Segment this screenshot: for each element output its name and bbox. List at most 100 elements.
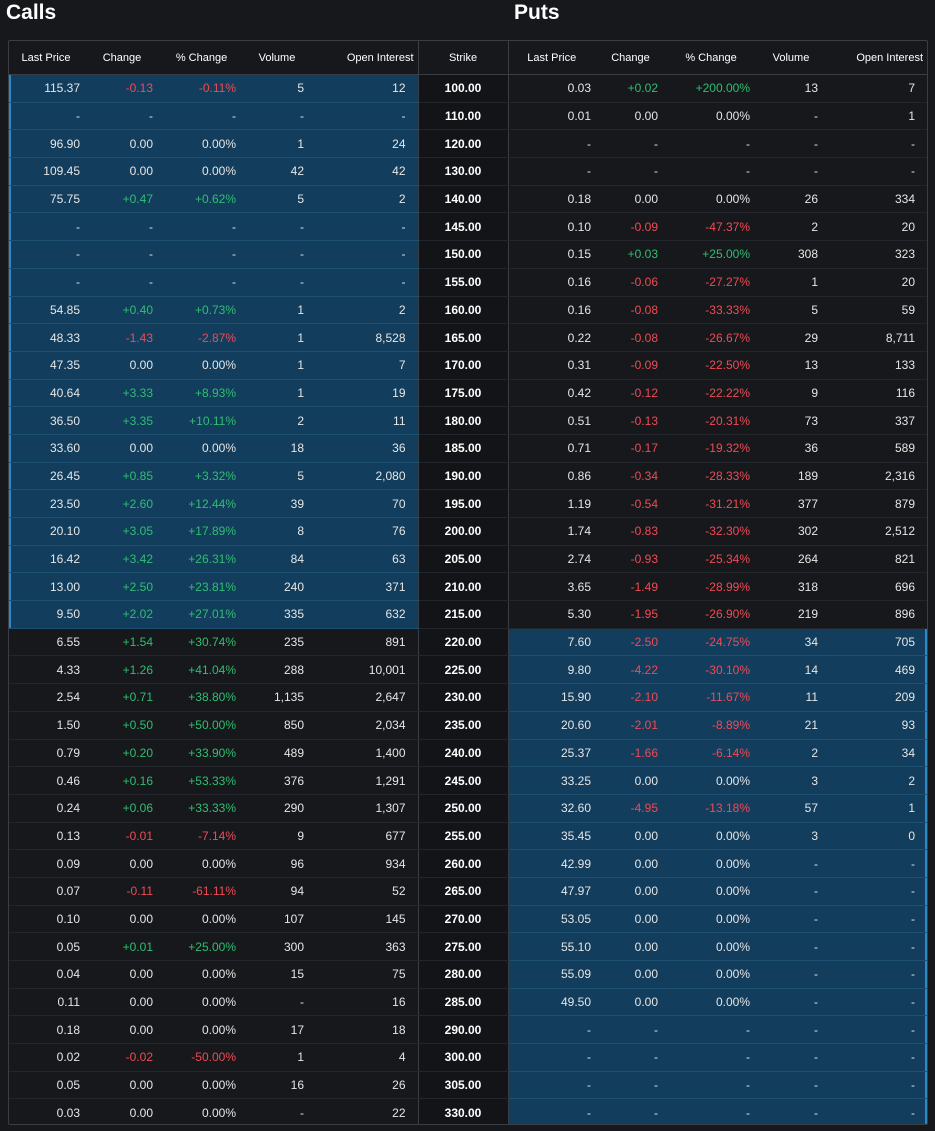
put-last-price[interactable]: - [508,1015,603,1045]
call-change[interactable]: +2.60 [91,489,161,518]
put-open-interest[interactable]: 589 [826,434,927,463]
call-volume[interactable]: 240 [250,572,312,602]
put-open-interest[interactable]: - [826,1015,927,1045]
put-change[interactable]: -1.49 [603,572,666,602]
call-last-price[interactable]: 26.45 [9,462,91,491]
chain-row[interactable]: - - - - -110.00 0.01 0.00 0.00% -1 [9,102,927,131]
strike-price[interactable]: 300.00 [417,1043,509,1072]
put-last-price[interactable]: 0.18 [508,185,603,214]
call-open-interest[interactable]: 16 [312,988,418,1017]
call-last-price[interactable]: 0.46 [9,766,91,795]
call-open-interest[interactable]: 2,647 [312,683,418,712]
call-open-interest[interactable]: 2,034 [312,711,418,740]
chain-row[interactable]: - - - - -150.00 0.15 +0.03 +25.00% 308 323 [9,240,927,269]
call-pct-change[interactable]: - [161,212,250,242]
put-open-interest[interactable]: 879 [826,489,927,518]
strike-price[interactable]: 150.00 [417,240,509,269]
put-change[interactable]: - [603,1043,666,1072]
chain-row[interactable]: 1.50 +0.50 +50.00% 850 2,034 235.00 20.60 -2.01… [9,711,927,740]
put-volume[interactable]: 318 [764,572,826,602]
call-pct-change[interactable]: +50.00% [161,711,250,740]
chain-row[interactable]: 109.45 0.00 0.00% 42 42 130.00- - - - - [9,157,927,186]
put-open-interest[interactable]: 2,316 [826,462,927,491]
call-open-interest[interactable]: 63 [312,545,418,574]
put-change[interactable]: 0.00 [603,960,666,989]
put-open-interest[interactable]: - [826,849,927,878]
call-change[interactable]: - [91,102,161,131]
call-pct-change[interactable]: -0.11% [161,74,250,103]
call-open-interest[interactable]: 19 [312,379,418,408]
put-pct-change[interactable]: -31.21% [666,489,764,518]
call-volume[interactable]: 42 [250,157,312,186]
put-last-price[interactable]: 0.03 [508,74,603,103]
call-volume[interactable]: 376 [250,766,312,795]
put-last-price[interactable]: 32.60 [508,794,603,823]
strike-price[interactable]: 185.00 [417,434,509,463]
put-open-interest[interactable]: - [826,988,927,1017]
call-pct-change[interactable]: +25.00% [161,932,250,961]
strike-price[interactable]: 240.00 [417,739,509,768]
call-volume[interactable]: 5 [250,185,312,214]
put-change[interactable]: 0.00 [603,877,666,906]
call-open-interest[interactable]: 677 [312,822,418,851]
call-last-price[interactable]: 0.79 [9,739,91,768]
call-volume[interactable]: 94 [250,877,312,906]
put-pct-change[interactable]: -13.18% [666,794,764,823]
call-open-interest[interactable]: - [312,102,418,131]
call-pct-change[interactable]: -2.87% [161,323,250,352]
call-pct-change[interactable]: -7.14% [161,822,250,851]
strike-price[interactable]: 110.00 [417,102,509,131]
put-pct-change[interactable]: 0.00% [666,822,764,851]
call-change[interactable]: - [91,240,161,269]
put-pct-change[interactable]: - [666,157,764,186]
put-last-price[interactable]: 1.19 [508,489,603,518]
call-open-interest[interactable]: 363 [312,932,418,961]
strike-price[interactable]: 180.00 [417,406,509,435]
put-change[interactable]: -1.66 [603,739,666,768]
strike-price[interactable]: 235.00 [417,711,509,740]
chain-row[interactable]: 26.45 +0.85 +3.32% 5 2,080 190.00 0.86 -0.34 -28… [9,462,927,491]
call-volume[interactable]: 39 [250,489,312,518]
call-last-price[interactable]: 115.37 [9,74,91,103]
put-volume[interactable]: 9 [764,379,826,408]
chain-row[interactable]: 13.00 +2.50 +23.81% 240 371 210.00 3.65 -1.49 -2… [9,572,927,602]
call-pct-change[interactable]: +30.74% [161,628,250,657]
call-volume[interactable]: 9 [250,822,312,851]
call-last-price[interactable]: 0.02 [9,1043,91,1072]
strike-price[interactable]: 170.00 [417,351,509,380]
put-open-interest[interactable]: 1 [826,102,927,131]
chain-row[interactable]: 75.75 +0.47 +0.62% 5 2 140.00 0.18 0.00 0.00% 26 3… [9,185,927,214]
strike-price[interactable]: 140.00 [417,185,509,214]
put-volume[interactable]: 13 [764,351,826,380]
call-open-interest[interactable]: 26 [312,1071,418,1100]
put-pct-change[interactable]: - [666,1015,764,1045]
call-change[interactable]: +0.06 [91,794,161,823]
call-pct-change[interactable]: 0.00% [161,351,250,380]
chain-row[interactable]: 0.79 +0.20 +33.90% 489 1,400 240.00 25.37 -1.66… [9,739,927,768]
put-change[interactable]: - [603,1098,666,1124]
put-change[interactable]: 0.00 [603,905,666,934]
put-open-interest[interactable]: - [826,157,927,186]
put-volume[interactable]: 2 [764,212,826,242]
strike-price[interactable]: 330.00 [417,1098,509,1124]
call-last-price[interactable]: 16.42 [9,545,91,574]
call-last-price[interactable]: 40.64 [9,379,91,408]
call-volume[interactable]: 5 [250,462,312,491]
strike-price[interactable]: 230.00 [417,683,509,712]
chain-row[interactable]: 0.04 0.00 0.00% 15 75 280.00 55.09 0.00 0.00% - - [9,960,927,989]
call-open-interest[interactable]: 145 [312,905,418,934]
strike-price[interactable]: 305.00 [417,1071,509,1100]
strike-price[interactable]: 280.00 [417,960,509,989]
call-change[interactable]: +0.71 [91,683,161,712]
put-pct-change[interactable]: -19.32% [666,434,764,463]
put-pct-change[interactable]: -22.22% [666,379,764,408]
call-pct-change[interactable]: +17.89% [161,517,250,546]
put-last-price[interactable]: 33.25 [508,766,603,795]
strike-price[interactable]: 130.00 [417,157,509,186]
put-last-price[interactable]: 53.05 [508,905,603,934]
chain-row[interactable]: 0.24 +0.06 +33.33% 290 1,307 250.00 32.60 -4.95… [9,794,927,823]
call-pct-change[interactable]: +53.33% [161,766,250,795]
call-change[interactable]: 0.00 [91,1098,161,1124]
call-last-price[interactable]: 23.50 [9,489,91,518]
chain-row[interactable]: 0.03 0.00 0.00% -22 330.00- - - - - [9,1098,927,1124]
